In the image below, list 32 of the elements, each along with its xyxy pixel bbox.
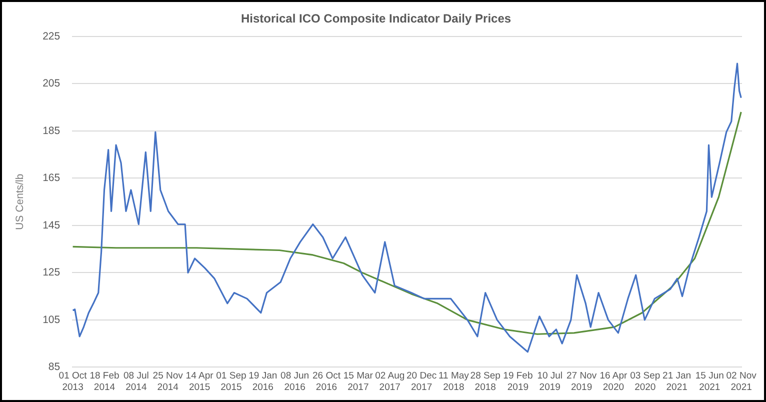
y-tick-label: 225 xyxy=(42,30,60,42)
x-tick-label: 02 Aug 2017 xyxy=(375,370,405,393)
x-tick-label: 27 Nov 2019 xyxy=(566,370,597,393)
y-tick-label: 85 xyxy=(48,361,60,374)
x-tick-label: 01 Oct 2013 xyxy=(58,370,88,393)
y-tick-label: 145 xyxy=(42,219,60,232)
x-tick-label: 21 Jan 2021 xyxy=(662,370,692,393)
x-tick-label: 25 Nov 2014 xyxy=(152,370,184,393)
y-tick-label: 205 xyxy=(42,78,60,90)
x-tick-label: 20 Dec 2017 xyxy=(406,370,437,393)
x-tick-label: 16 Apr 2020 xyxy=(600,370,628,393)
x-tick-label: 18 Feb 2014 xyxy=(90,370,120,393)
y-axis-title: US Cents/lb xyxy=(14,174,26,230)
x-tick-label: 10 Jul 2019 xyxy=(537,370,563,393)
y-tick-label: 105 xyxy=(42,314,60,326)
x-tick-label: 15 Jun 2021 xyxy=(695,370,724,393)
y-tick-label: 125 xyxy=(42,266,60,279)
chart-title: Historical ICO Composite Indicator Daily Prices xyxy=(240,12,512,26)
x-tick-label: 01 Sep 2015 xyxy=(216,370,246,393)
y-tick-label: 165 xyxy=(42,172,60,184)
x-tick-label: 14 Apr 2015 xyxy=(186,370,214,393)
x-tick-label: 15 Mar 2017 xyxy=(343,370,373,393)
x-tick-label: 28 Sep 2018 xyxy=(470,370,500,393)
x-tick-label: 02 Nov 2021 xyxy=(726,370,757,393)
x-tick-label: 11 May 2018 xyxy=(438,370,470,393)
x-tick-label: 19 Feb 2019 xyxy=(503,370,533,393)
x-tick-label: 19 Jan 2016 xyxy=(248,370,278,393)
x-tick-label: 08 Jun 2016 xyxy=(280,370,310,393)
x-tick-label: 08 Jul 2014 xyxy=(123,370,149,393)
x-tick-label: 26 Oct 2016 xyxy=(312,370,341,393)
x-tick-label: 03 Sep 2020 xyxy=(630,370,660,393)
y-tick-label: 185 xyxy=(42,124,60,137)
